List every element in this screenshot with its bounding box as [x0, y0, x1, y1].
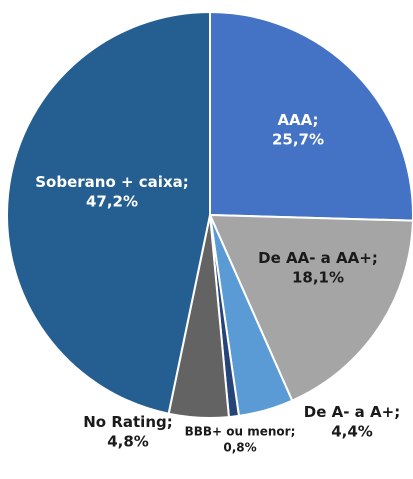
- slice-value: 18,1%: [292, 268, 344, 286]
- pie-slice: [208, 213, 413, 402]
- slice-value: 47,2%: [86, 192, 138, 210]
- slice-value: 0,8%: [223, 440, 256, 454]
- slice-value: 25,7%: [272, 130, 324, 148]
- slice-label: De A- a A+;: [304, 403, 400, 421]
- slice-label: No Rating;: [83, 413, 172, 431]
- slice-value: 4,8%: [107, 432, 149, 450]
- pie-slice: [209, 10, 413, 222]
- slice-label: AAA;: [277, 111, 318, 129]
- slice-label: BBB+ ou menor;: [185, 425, 296, 439]
- slice-label: De AA- a AA+;: [258, 249, 378, 267]
- slice-label: Soberano + caixa;: [35, 173, 189, 191]
- pie-slice: [6, 10, 211, 415]
- slice-value: 4,4%: [331, 422, 373, 440]
